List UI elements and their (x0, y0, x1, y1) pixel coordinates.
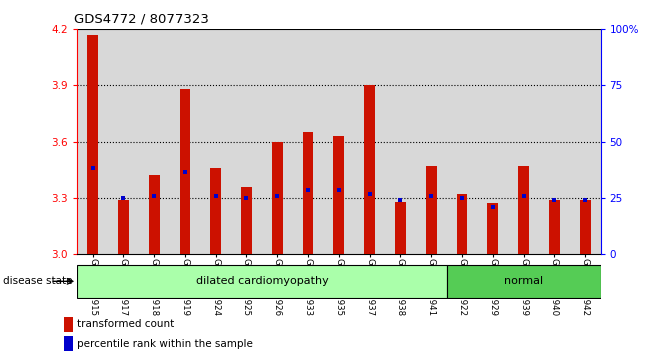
Bar (385, 29, 416, 254)
Bar (180, 89, 191, 254)
Text: GDS4772 / 8077323: GDS4772 / 8077323 (74, 12, 209, 25)
Bar (293, 29, 323, 254)
Bar (447, 29, 477, 254)
Text: disease state: disease state (3, 276, 73, 286)
Bar (539, 29, 570, 254)
Bar (487, 203, 498, 254)
Bar (108, 29, 139, 254)
Bar (87, 34, 98, 254)
Text: normal: normal (504, 276, 543, 286)
Bar (64, 336, 73, 351)
Bar (201, 29, 231, 254)
Bar (364, 85, 375, 254)
Bar (323, 29, 354, 254)
Bar (170, 29, 201, 254)
Bar (447, 265, 601, 298)
Bar (139, 29, 170, 254)
Bar (395, 201, 406, 254)
Bar (354, 29, 385, 254)
Bar (333, 136, 344, 254)
Bar (518, 166, 529, 254)
Bar (456, 194, 468, 254)
Bar (118, 200, 129, 254)
Bar (210, 168, 221, 254)
Bar (508, 29, 539, 254)
Bar (580, 200, 590, 254)
Bar (272, 142, 282, 254)
Bar (241, 187, 252, 254)
Bar (262, 29, 293, 254)
Text: percentile rank within the sample: percentile rank within the sample (77, 339, 253, 348)
Bar (477, 29, 508, 254)
Bar (64, 317, 73, 332)
Bar (149, 175, 160, 254)
Bar (77, 265, 447, 298)
Text: transformed count: transformed count (77, 319, 174, 329)
Bar (570, 29, 601, 254)
Bar (303, 132, 313, 254)
Bar (77, 29, 108, 254)
Bar (231, 29, 262, 254)
Bar (426, 166, 437, 254)
Bar (549, 200, 560, 254)
Text: dilated cardiomyopathy: dilated cardiomyopathy (195, 276, 328, 286)
Bar (416, 29, 447, 254)
